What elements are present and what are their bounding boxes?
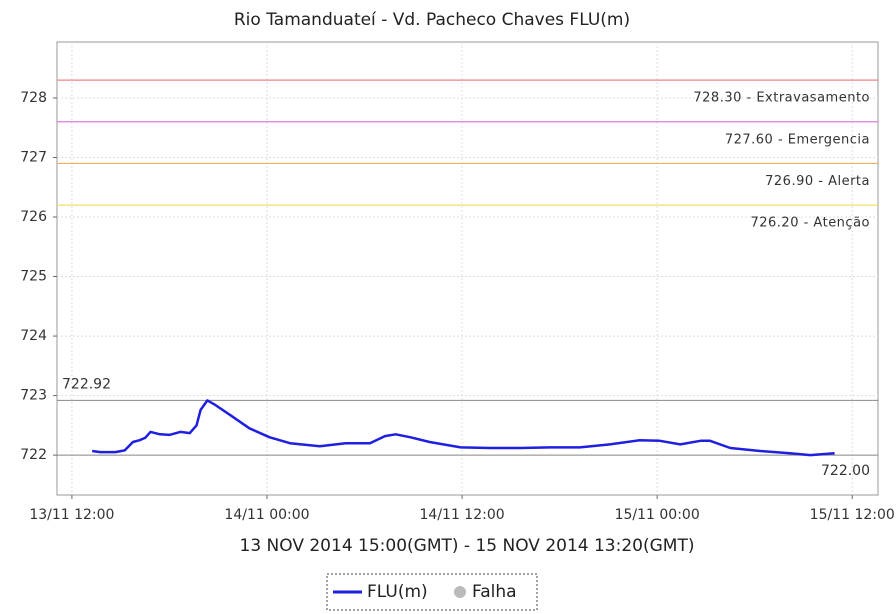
x-tick-label: 13/11 12:00 bbox=[29, 507, 114, 523]
threshold-label: 728.30 - Extravasamento bbox=[693, 91, 870, 106]
y-tick-label: 728 bbox=[20, 90, 47, 106]
max-label: 722.92 bbox=[62, 376, 111, 392]
x-tick-label: 14/11 12:00 bbox=[420, 507, 505, 523]
threshold-label: 726.20 - Atenção bbox=[750, 216, 870, 231]
y-tick-label: 727 bbox=[20, 149, 47, 165]
x-tick-label: 14/11 00:00 bbox=[224, 507, 309, 523]
min-label: 722.00 bbox=[821, 463, 870, 479]
data-line bbox=[92, 399, 835, 457]
y-tick-label: 722 bbox=[20, 447, 47, 463]
threshold-label: 726.90 - Alerta bbox=[765, 174, 870, 189]
y-tick-label: 723 bbox=[20, 388, 47, 404]
y-tick-label: 724 bbox=[20, 328, 47, 344]
y-tick-label: 726 bbox=[20, 209, 47, 225]
legend-swatch bbox=[454, 586, 466, 598]
legend-label: FLU(m) bbox=[367, 582, 428, 602]
y-tick-label: 725 bbox=[20, 269, 47, 285]
threshold-label: 727.60 - Emergencia bbox=[725, 132, 870, 147]
chart-title: Rio Tamanduateí - Vd. Pacheco Chaves FLU… bbox=[234, 10, 630, 30]
x-tick-label: 15/11 12:00 bbox=[810, 507, 895, 523]
legend-label: Falha bbox=[472, 582, 517, 602]
plot-area bbox=[56, 41, 879, 496]
x-tick-label: 15/11 00:00 bbox=[615, 507, 700, 523]
x-axis-label: 13 NOV 2014 15:00(GMT) - 15 NOV 2014 13:… bbox=[240, 536, 695, 556]
